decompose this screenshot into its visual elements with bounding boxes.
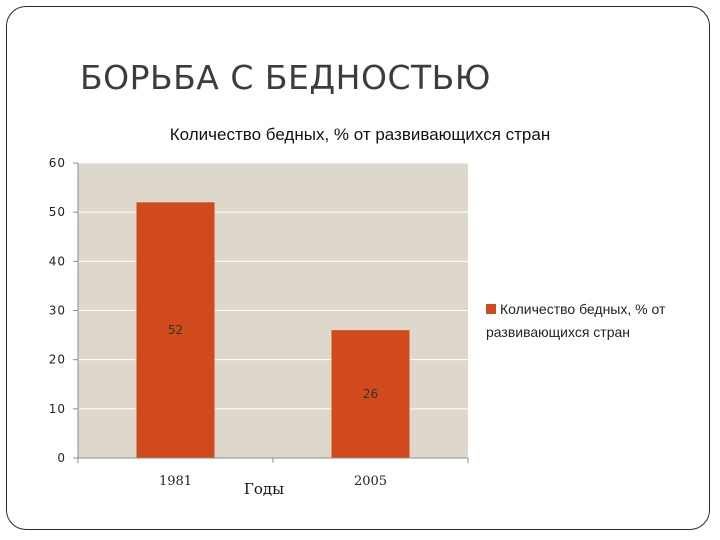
chart-title: Количество бедных, % от развивающихся ст… (170, 125, 550, 144)
x-axis-ticks: 1981 2005 (77, 458, 469, 489)
legend-label-line2: развивающихся стран (486, 324, 630, 340)
y-tick-label: 40 (49, 254, 66, 268)
legend: Количество бедных, % от развивающихся ст… (486, 301, 666, 340)
data-label-2005: 26 (363, 387, 378, 401)
y-axis-ticks: 0 10 20 30 40 50 60 (49, 156, 78, 465)
bar-1981 (136, 202, 215, 458)
legend-label-line1: Количество бедных, % от (500, 301, 666, 317)
y-tick-label: 30 (49, 304, 66, 318)
y-tick-label: 60 (49, 156, 66, 170)
x-tick-label: 1981 (159, 474, 192, 489)
y-tick-label: 0 (57, 451, 66, 465)
y-tick-label: 10 (49, 402, 66, 416)
x-tick-label: 2005 (354, 474, 387, 489)
y-tick-label: 20 (49, 353, 66, 367)
slide-title: БОРЬБА С БЕДНОСТЬЮ (80, 58, 491, 97)
legend-swatch (486, 304, 496, 314)
y-tick-label: 50 (49, 205, 66, 219)
data-label-1981: 52 (168, 323, 183, 337)
data-labels: 52 26 (168, 323, 378, 401)
bars (136, 202, 410, 458)
x-axis-label: Годы (244, 480, 284, 498)
bar-2005 (331, 330, 410, 458)
